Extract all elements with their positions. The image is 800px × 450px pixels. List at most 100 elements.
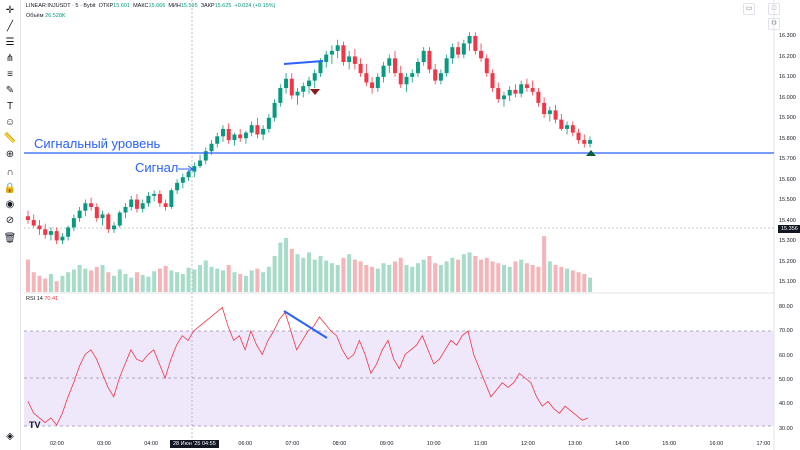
volume-bar bbox=[112, 275, 117, 292]
volume-bar bbox=[329, 263, 334, 292]
time-tick: 04:00 bbox=[144, 441, 158, 447]
volume-bar bbox=[295, 254, 300, 292]
horizontal-lines-icon[interactable]: ☰ bbox=[5, 37, 15, 48]
candle bbox=[209, 143, 214, 152]
time-tick: 09:00 bbox=[379, 441, 394, 447]
volume-bar bbox=[381, 263, 386, 292]
candle bbox=[48, 231, 53, 235]
candle bbox=[100, 214, 105, 219]
volume-bar bbox=[117, 269, 122, 292]
time-tick: 08:00 bbox=[332, 441, 347, 447]
volume-bar bbox=[209, 266, 214, 292]
trendline-icon[interactable]: ╱ bbox=[6, 21, 14, 32]
candle bbox=[232, 134, 237, 141]
brush-icon[interactable]: ✎ bbox=[5, 85, 15, 96]
time-tick: 02:00 bbox=[50, 441, 64, 447]
candle bbox=[146, 195, 151, 204]
magnet-icon[interactable]: ∩ bbox=[6, 167, 14, 178]
candle bbox=[427, 50, 432, 70]
candle bbox=[536, 91, 541, 103]
volume-bar bbox=[215, 268, 220, 292]
candle bbox=[112, 225, 117, 230]
volume-bar bbox=[94, 266, 99, 292]
candle bbox=[312, 73, 317, 81]
volume-bar bbox=[26, 259, 30, 292]
volume-bar bbox=[490, 261, 495, 292]
price-tick: 15.900 bbox=[779, 115, 796, 121]
price-badge: 15.356 bbox=[778, 225, 800, 233]
volume-bar bbox=[71, 269, 76, 292]
candle bbox=[324, 54, 329, 63]
rsi-tick: 60.00 bbox=[779, 352, 793, 359]
text-icon[interactable]: T bbox=[6, 101, 14, 112]
candle bbox=[238, 134, 243, 139]
hide-icon[interactable]: ⊘ bbox=[5, 215, 15, 226]
candle bbox=[588, 140, 592, 144]
volume-bar bbox=[542, 236, 547, 292]
trash-icon[interactable]: 🗑 bbox=[3, 233, 17, 244]
time-tick: 06:00 bbox=[238, 441, 253, 447]
candle bbox=[152, 193, 157, 196]
candle bbox=[335, 45, 340, 51]
candle bbox=[501, 95, 506, 100]
price-tick: 16.000 bbox=[779, 94, 796, 101]
time-tick: 13:00 bbox=[568, 441, 582, 447]
volume-bar bbox=[467, 252, 472, 292]
symbol-name[interactable]: LINEAR:INJUSDT · 5 · Bybit bbox=[26, 3, 96, 9]
volume-bar bbox=[438, 265, 443, 292]
volume-bar bbox=[370, 266, 375, 292]
candle bbox=[484, 58, 489, 74]
buy-marker bbox=[586, 150, 596, 156]
eye-icon[interactable]: ◉ bbox=[5, 199, 15, 210]
candle bbox=[192, 166, 197, 172]
rsi-tick: 30.00 bbox=[779, 425, 793, 432]
time-tick: 14:00 bbox=[615, 441, 629, 447]
volume-bar bbox=[83, 268, 88, 292]
fib-icon[interactable]: ≡ bbox=[7, 69, 13, 80]
volume-bar bbox=[358, 261, 363, 292]
candle bbox=[60, 236, 65, 241]
lock-icon[interactable]: 🔒 bbox=[3, 183, 17, 194]
volume-bar bbox=[272, 256, 277, 292]
volume-bar bbox=[565, 268, 570, 292]
emoji-icon[interactable]: ☺ bbox=[4, 117, 16, 128]
candle bbox=[226, 128, 231, 141]
volume-bar bbox=[415, 263, 420, 292]
volume-bar bbox=[266, 266, 271, 292]
volume-bar bbox=[146, 276, 151, 292]
volume-bar bbox=[232, 272, 237, 292]
volume-bar bbox=[129, 277, 134, 292]
sell-marker bbox=[310, 89, 320, 95]
candle bbox=[284, 78, 289, 89]
candle bbox=[461, 43, 466, 55]
restore-icon[interactable]: ▭ bbox=[743, 3, 755, 15]
candle bbox=[570, 125, 575, 133]
candle bbox=[198, 160, 203, 167]
layers-icon[interactable]: ◈ bbox=[6, 431, 14, 442]
volume-bar bbox=[43, 278, 48, 292]
candle bbox=[66, 227, 71, 237]
volume-bar bbox=[255, 268, 260, 292]
candle bbox=[289, 78, 294, 96]
volume-bar bbox=[375, 268, 380, 292]
crosshair-icon[interactable]: ✛ bbox=[5, 5, 15, 16]
candle bbox=[415, 62, 420, 74]
candle bbox=[266, 117, 271, 129]
candle bbox=[186, 171, 191, 178]
volume-bar bbox=[220, 270, 225, 292]
signal-level-label: Сигнальный уровень bbox=[34, 136, 161, 151]
volume-bar bbox=[473, 256, 478, 292]
candle bbox=[524, 84, 529, 89]
zoom-icon[interactable]: ⊕ bbox=[5, 149, 15, 160]
volume-bar bbox=[479, 259, 484, 292]
candle bbox=[393, 58, 398, 74]
volume-bar bbox=[536, 266, 541, 292]
volume-bar bbox=[140, 274, 145, 292]
ruler-icon[interactable]: 📏 bbox=[3, 133, 17, 144]
time-badge: 28 Июн '25 04:55 bbox=[170, 440, 219, 448]
fork-icon[interactable]: ⋔ bbox=[5, 53, 15, 64]
volume-bar bbox=[421, 259, 426, 292]
candle bbox=[364, 73, 369, 83]
candle bbox=[553, 110, 558, 120]
